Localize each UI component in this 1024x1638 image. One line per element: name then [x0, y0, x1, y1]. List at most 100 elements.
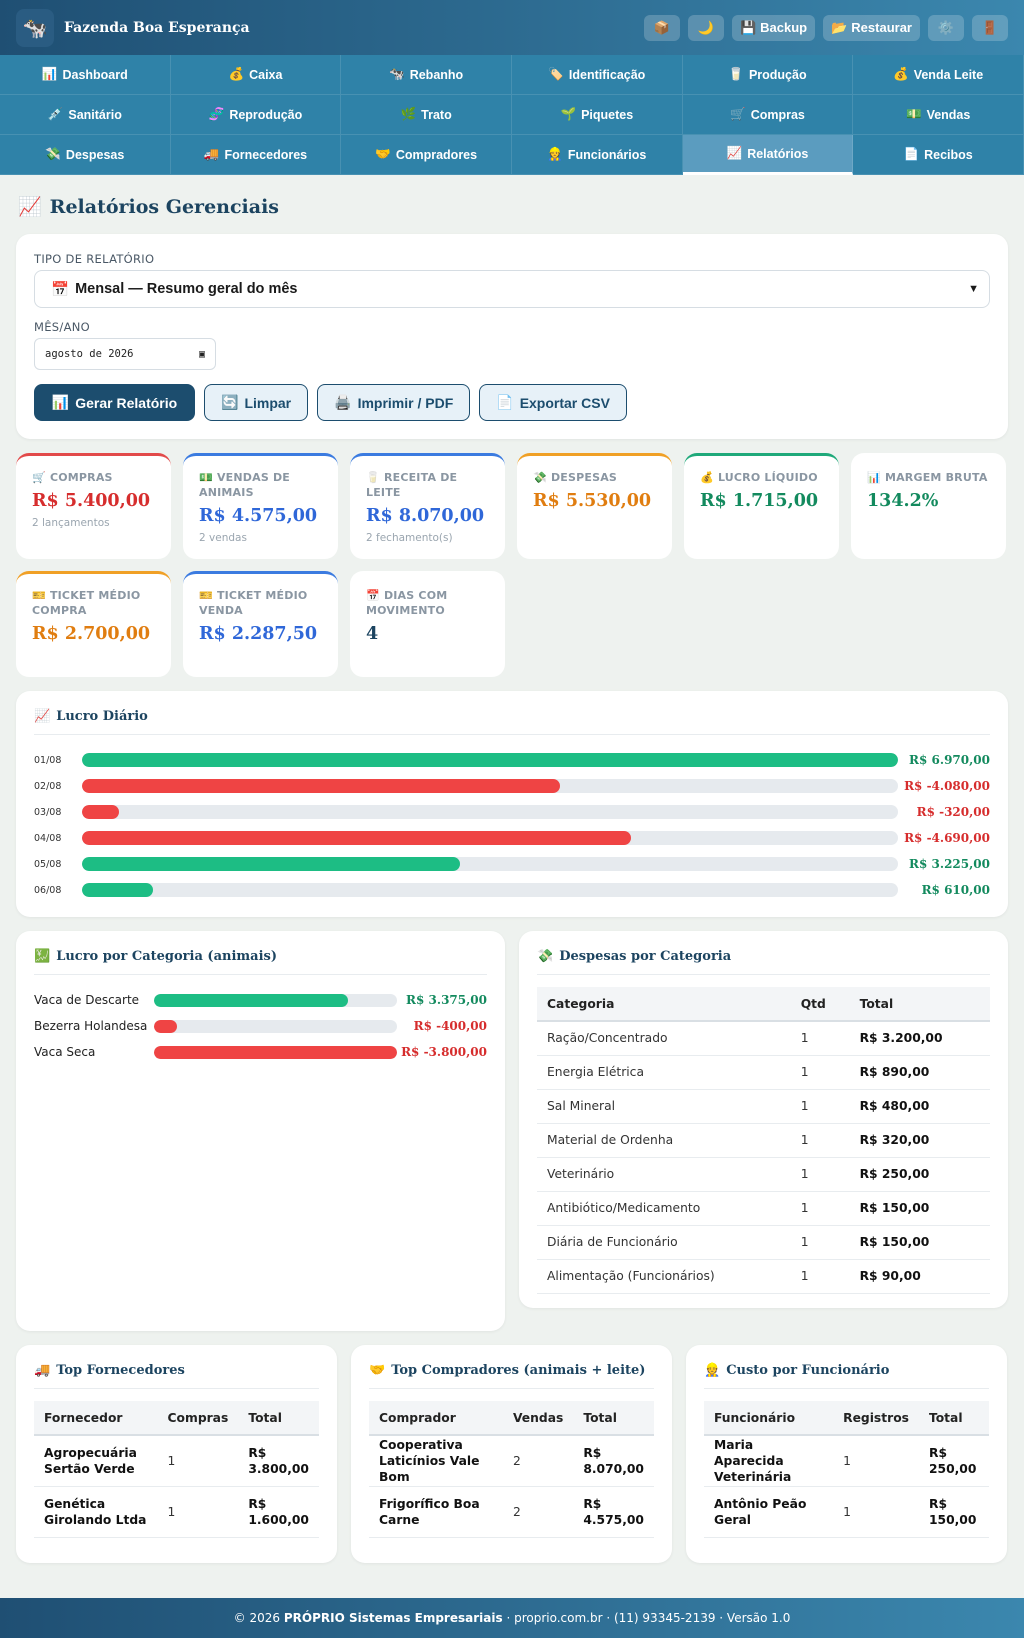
- table-cell: R$ 150,00: [849, 1191, 990, 1226]
- table-row: Alimentação (Funcionários) 1 R$ 90,00: [537, 1259, 990, 1294]
- door-button[interactable]: 🚪: [972, 14, 1008, 41]
- nav-item-label: Compras: [750, 107, 805, 122]
- column-header-total: Total: [573, 1401, 654, 1436]
- column-header-compras: Compras: [157, 1401, 239, 1436]
- nav-rebanho-icon: 🐄: [389, 67, 405, 81]
- nav-item-producao[interactable]: 🥛 Produção: [682, 55, 854, 95]
- table-body: Cooperativa Laticínios Vale Bom 2 R$ 8.070…: [369, 1435, 654, 1538]
- nav-item-despesas[interactable]: 💸 Despesas: [0, 135, 171, 175]
- nav-item-funcionarios[interactable]: 👷 Funcionários: [512, 135, 683, 175]
- nav-item-rebanho[interactable]: 🐄 Rebanho: [341, 55, 512, 95]
- kpi-subtext: 2 fechamento(s): [366, 532, 453, 544]
- chart-icon: 💹: [34, 949, 51, 964]
- floppy-icon: 💾: [739, 19, 757, 35]
- calendar-picker-icon[interactable]: ▣: [198, 348, 205, 360]
- gerar-relatorio-button[interactable]: 📊 Gerar Relatório: [34, 384, 195, 421]
- kpi-value: R$ 5.400,00: [32, 491, 151, 511]
- table-cell: Frigorífico Boa Carne: [369, 1486, 503, 1538]
- gear-button[interactable]: ⚙️: [928, 14, 964, 41]
- table-body: Maria Aparecida Veterinária 1 R$ 250,00 Ant…: [704, 1435, 989, 1538]
- form-actions: 📊 Gerar Relatório 🔄 Limpar 🖨️ Imprimir / PDF 📄…: [34, 384, 990, 421]
- kpi-value: R$ 1.715,00: [700, 491, 819, 511]
- column-header-registros: Registros: [833, 1401, 919, 1436]
- column-header-vendas: Vendas: [502, 1401, 574, 1436]
- category-bar: [154, 1019, 178, 1033]
- button-label: Limpar: [244, 394, 292, 411]
- daily-bar: [82, 883, 154, 897]
- category-bar-row: Bezerra Holandesa R$ -400,00: [34, 1013, 487, 1039]
- table-cell: R$ 250,00: [918, 1435, 989, 1487]
- nav-item-fornecedores[interactable]: 🚚 Fornecedores: [170, 135, 342, 175]
- report-type-value: Mensal — Resumo geral do mês: [75, 281, 298, 297]
- table-cell: R$ 320,00: [849, 1123, 990, 1158]
- nav-item-trato[interactable]: 🌿 Trato: [341, 95, 512, 135]
- report-type-select[interactable]: 📅 Mensal — Resumo geral do mês ▼: [34, 270, 990, 308]
- category-name: Vaca de Descarte: [34, 993, 140, 1007]
- limpar-button[interactable]: 🔄 Limpar: [204, 384, 309, 421]
- kpi-icon: 📅: [366, 589, 380, 602]
- bar-track: [154, 1019, 397, 1033]
- bar-track: [82, 857, 898, 871]
- kpi-label: 🎫 TICKET MÉDIO COMPRA: [32, 588, 155, 618]
- kpi-value: R$ 5.530,00: [533, 491, 652, 511]
- category-value: R$ 3.375,00: [406, 993, 487, 1007]
- nav-item-label: Compradores: [395, 147, 478, 162]
- nav-item-sanitario[interactable]: 💉 Sanitário: [0, 95, 171, 135]
- bar-value: R$ -4.080,00: [904, 779, 990, 793]
- table-cell: 2: [502, 1486, 574, 1538]
- table-header-row: Categoria Qtd Total: [537, 987, 990, 1022]
- category-name: Vaca Seca: [34, 1045, 96, 1059]
- nav-item-relatorios[interactable]: 📈 Relatórios: [682, 135, 854, 175]
- button-label: Gerar Relatório: [75, 394, 178, 411]
- kpi-value: R$ 2.287,50: [199, 624, 318, 644]
- nav-item-label: Identificação: [568, 67, 646, 82]
- nav-item-recibos[interactable]: 📄 Recibos: [853, 135, 1024, 175]
- table-cell: Maria Aparecida Veterinária: [704, 1435, 834, 1487]
- category-value: R$ -400,00: [413, 1019, 487, 1033]
- table-row: Energia Elétrica 1 R$ 890,00: [537, 1055, 990, 1090]
- imprimir-pdf-button[interactable]: 🖨️ Imprimir / PDF: [317, 384, 471, 421]
- nav-item-piquetes[interactable]: 🌱 Piquetes: [512, 95, 683, 135]
- column-header-funcionario: Funcionário: [704, 1401, 834, 1436]
- restaurar-button[interactable]: 📂 Restaurar: [823, 14, 920, 41]
- nav-item-compradores[interactable]: 🤝 Compradores: [341, 135, 512, 175]
- kpi-value: R$ 4.575,00: [199, 506, 318, 526]
- box-button[interactable]: 📦: [643, 14, 680, 41]
- nav-item-compras[interactable]: 🛒 Compras: [682, 95, 854, 135]
- table-cell: R$ 3.800,00: [238, 1435, 319, 1487]
- nav-item-reproducao[interactable]: 🧬 Reprodução: [170, 95, 342, 135]
- expenses-title: 💸 Despesas por Categoria: [537, 949, 990, 975]
- column-header-total: Total: [849, 987, 990, 1022]
- app-footer: © 2026 PRÓPRIO Sistemas Empresariais · p…: [0, 1598, 1024, 1638]
- exportar-csv-button[interactable]: 📄 Exportar CSV: [479, 384, 627, 421]
- category-bar-row: Vaca Seca R$ -3.800,00: [34, 1039, 487, 1065]
- table-cell: 1: [157, 1486, 239, 1538]
- nav-item-caixa[interactable]: 💰 Caixa: [170, 55, 342, 95]
- expenses-title-text: Despesas por Categoria: [559, 949, 732, 964]
- nav-piquetes-icon: 🌱: [560, 107, 577, 121]
- nav-item-vendas[interactable]: 💵 Vendas: [853, 95, 1024, 135]
- backup-button[interactable]: 💾 Backup: [731, 14, 816, 41]
- nav-fornecedores-icon: 🚚: [203, 147, 220, 161]
- table-cell: 1: [790, 1055, 850, 1090]
- table-cell: Genética Girolando Ltda: [34, 1486, 158, 1538]
- nav-item-venda-leite[interactable]: 💰 Venda Leite: [853, 55, 1024, 95]
- nav-item-identificacao[interactable]: 🏷️ Identificação: [512, 55, 683, 95]
- table-cell: Cooperativa Laticínios Vale Bom: [369, 1435, 503, 1487]
- table-cell: Veterinário: [537, 1157, 791, 1192]
- top-suppliers-title-text: Top Fornecedores: [56, 1363, 185, 1378]
- moon-button[interactable]: 🌙: [687, 14, 724, 41]
- nav-item-dashboard[interactable]: 📊 Dashboard: [0, 55, 171, 95]
- bar-date: 03/08: [34, 806, 62, 818]
- nav-item-label: Funcionários: [567, 147, 647, 162]
- app-header: 🐄 Fazenda Boa Esperança 📦 🌙 💾 Backup 📂 Restau…: [0, 0, 1024, 55]
- bar-track: [82, 779, 898, 793]
- kpi-subtext: 2 vendas: [199, 532, 247, 544]
- table-cell: 1: [790, 1191, 850, 1226]
- month-input[interactable]: agosto de 2026 ▣: [34, 338, 216, 370]
- kpi-card-vendas-de-animais: 💵 VENDAS DE ANIMAIS R$ 4.575,00 2 vendas: [183, 453, 338, 559]
- table-cell: 1: [157, 1435, 239, 1487]
- daily-bar-row: 06/08 R$ 610,00: [34, 877, 990, 903]
- daily-bar: [82, 753, 898, 767]
- bar-track: [82, 805, 898, 819]
